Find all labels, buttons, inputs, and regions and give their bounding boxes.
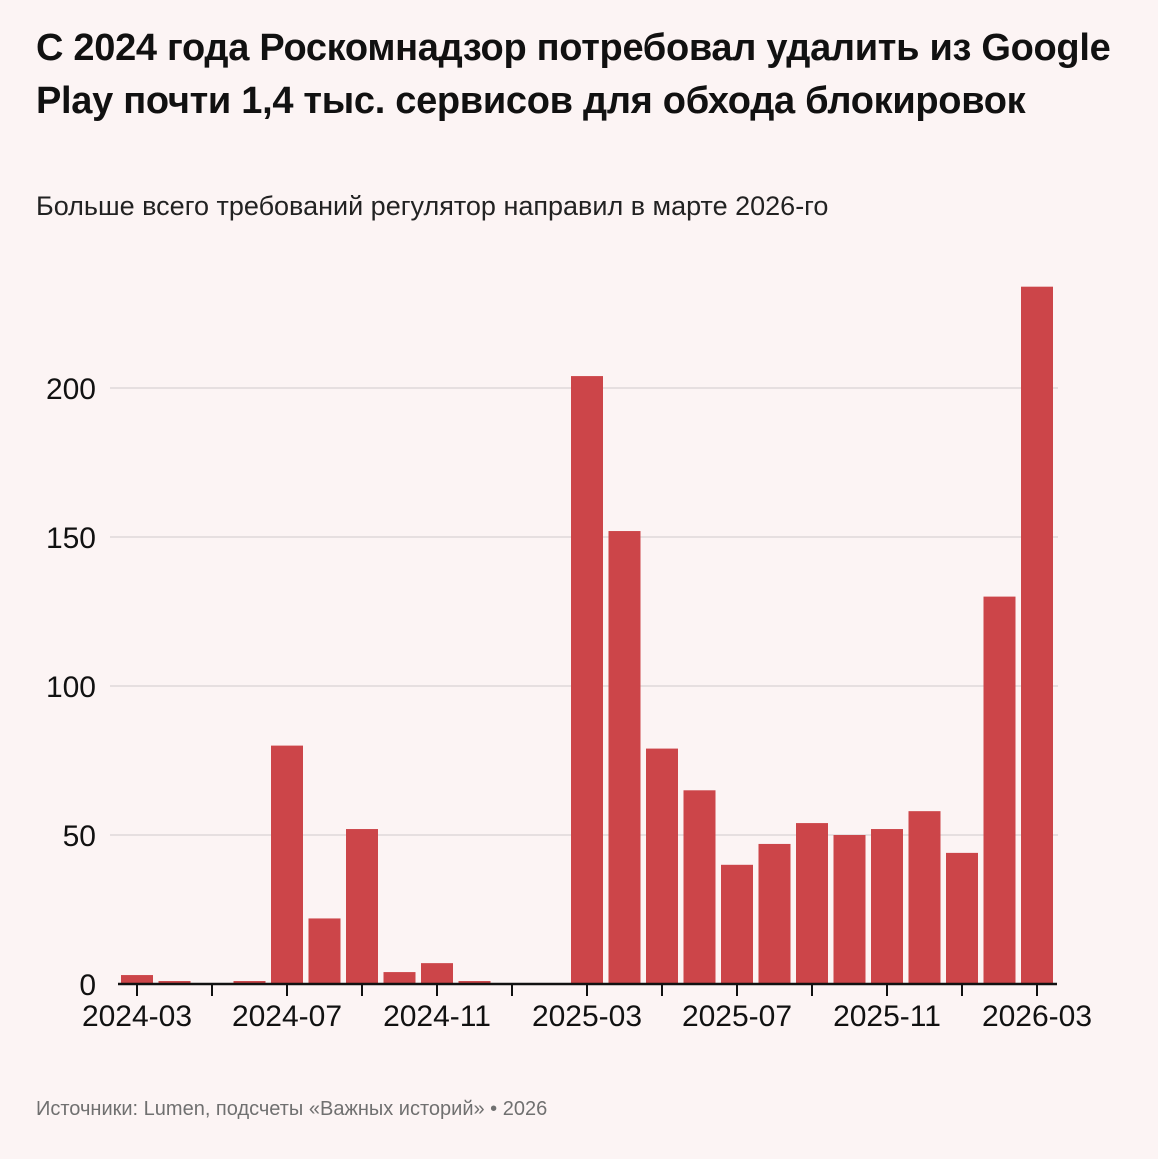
x-tick-label: 2026-03 (982, 1000, 1092, 1033)
x-tick-label: 2025-11 (833, 1000, 941, 1033)
bar-2024-07 (271, 745, 303, 984)
bar-2024-06 (233, 981, 266, 984)
chart-subtitle: Больше всего требований регулятор направ… (36, 191, 829, 221)
x-tick-label: 2024-03 (82, 1000, 192, 1033)
x-tick-label: 2024-11 (383, 1000, 491, 1033)
bar-2024-03 (121, 975, 153, 984)
x-axis: 2024-03 2024-07 2024-11 2025-03 2025-07 2025-… (82, 982, 1092, 1033)
bar-2025-10 (833, 835, 866, 984)
y-tick-label: 100 (46, 671, 96, 704)
bars (121, 286, 1053, 985)
bar-2024-11 (421, 963, 453, 984)
source-note: Источники: Lumen, подсчеты «Важных истор… (36, 1098, 548, 1120)
bar-2025-07 (721, 864, 753, 984)
bar-2025-09 (796, 823, 828, 984)
y-tick-label: 50 (63, 820, 96, 853)
y-tick-label: 150 (46, 522, 96, 555)
bar-2024-04 (158, 981, 191, 984)
bar-2024-12 (458, 981, 491, 984)
bar-2026-02 (983, 596, 1016, 984)
y-axis-ticks: 0 50 100 150 200 (46, 373, 96, 1002)
x-tick-label: 2025-03 (532, 1000, 642, 1033)
bar-2025-12 (908, 811, 941, 984)
bar-2025-11 (871, 829, 903, 984)
bar-chart: 0 50 100 150 200 2024-03 2024-07 2024-11 2025-0… (46, 286, 1092, 1033)
bar-2025-03 (571, 376, 603, 985)
x-tick-label: 2024-07 (232, 1000, 342, 1033)
y-tick-label: 200 (46, 373, 96, 406)
bar-2026-03 (1021, 286, 1053, 984)
bar-2025-05 (646, 748, 678, 984)
bar-2025-04 (608, 531, 641, 984)
chart-title: С 2024 года Роскомнадзор потребовал удал… (36, 27, 1111, 122)
bar-2024-09 (346, 829, 378, 984)
bar-2024-08 (308, 918, 341, 984)
y-tick-label: 0 (79, 969, 96, 1002)
bar-2025-06 (683, 790, 716, 984)
bar-2025-08 (758, 843, 791, 984)
x-tick-label: 2025-07 (682, 1000, 792, 1033)
bar-2026-01 (946, 852, 978, 984)
bar-2024-10 (383, 972, 416, 984)
